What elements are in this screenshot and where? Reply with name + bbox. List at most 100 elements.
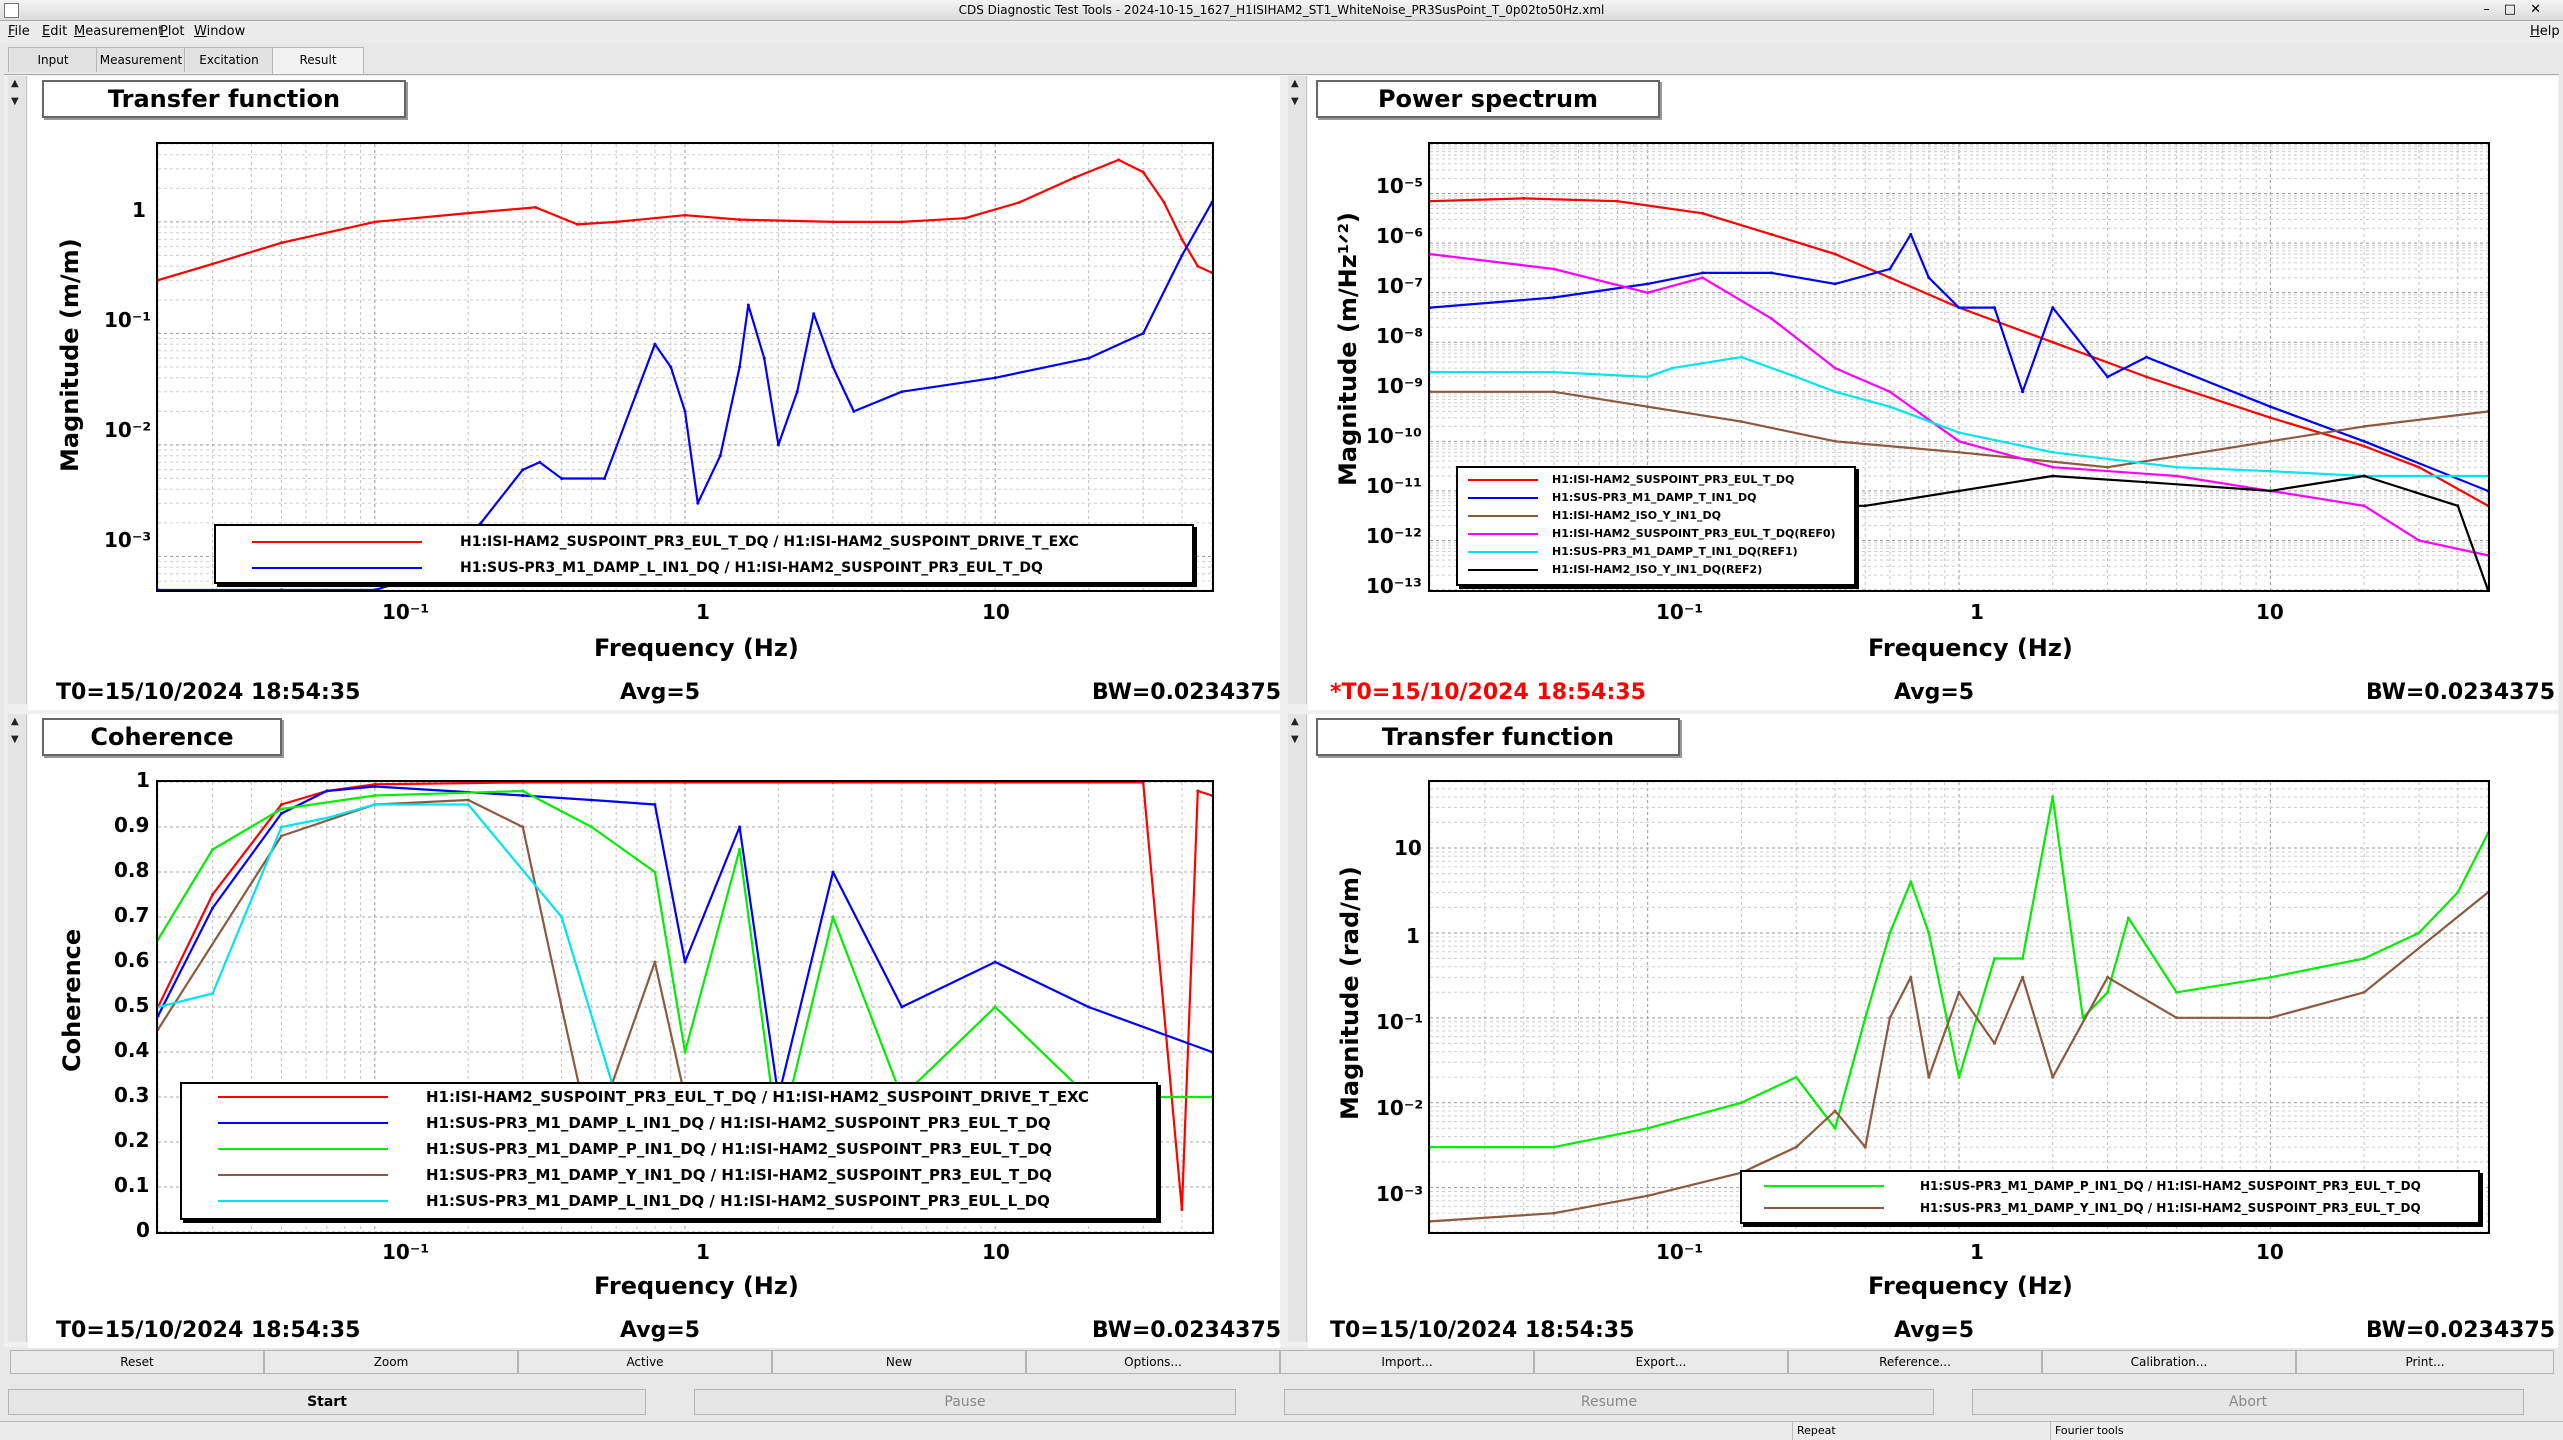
- data-point: [2126, 916, 2130, 920]
- pad0-ytick-4: 10⁻³: [104, 528, 152, 552]
- data-point: [1739, 420, 1743, 424]
- data-point: [1552, 296, 1556, 299]
- pad3-plot-frame[interactable]: [1428, 780, 2490, 1234]
- print-button[interactable]: Print...: [2296, 1350, 2554, 1374]
- data-point: [1957, 431, 1961, 435]
- data-point: [211, 893, 215, 896]
- reference-button[interactable]: Reference...: [1788, 1350, 2042, 1374]
- data-point: [1957, 450, 1961, 454]
- data-point: [2268, 489, 2272, 493]
- pad3-scrollbar[interactable]: ▲ ▼: [1288, 714, 1307, 1342]
- pad2-legend: H1:ISI-HAM2_SUSPOINT_PR3_EUL_T_DQ / H1:I…: [180, 1082, 1158, 1220]
- pad2-ytick-8: 0.3: [114, 1083, 150, 1107]
- data-point: [2362, 957, 2366, 960]
- maximize-icon[interactable]: □: [2503, 2, 2531, 17]
- scroll-down-icon[interactable]: ▼: [1291, 96, 1299, 107]
- pad0-xtick-1: 10⁻¹: [382, 600, 430, 624]
- pad2-xtick-3: 10: [982, 1240, 1010, 1264]
- scroll-down-icon[interactable]: ▼: [11, 96, 19, 107]
- data-point: [1210, 1095, 1212, 1099]
- data-point: [211, 906, 215, 910]
- calibration-button[interactable]: Calibration...: [2042, 1350, 2296, 1374]
- active-button[interactable]: Active: [518, 1350, 772, 1374]
- start-button[interactable]: Start: [8, 1389, 646, 1415]
- menu-plot[interactable]: Plot: [160, 24, 185, 39]
- data-point: [1888, 1016, 1892, 1020]
- pad1-ytick-5: 10⁻⁹: [1376, 374, 1424, 398]
- scroll-down-icon[interactable]: ▼: [1291, 734, 1299, 745]
- menu-help[interactable]: Help: [2530, 24, 2560, 39]
- new-button[interactable]: New: [772, 1350, 1026, 1374]
- data-point: [466, 798, 470, 802]
- data-point: [1833, 1126, 1837, 1130]
- options-button[interactable]: Options...: [1026, 1350, 1280, 1374]
- pad2-ytick-3: 0.8: [114, 858, 150, 882]
- data-point: [1833, 390, 1837, 394]
- data-point: [1833, 366, 1837, 370]
- data-point: [2175, 990, 2179, 994]
- data-point: [279, 241, 283, 245]
- reset-button[interactable]: Reset: [10, 1350, 264, 1374]
- pad1-avg: Avg=5: [1894, 680, 1975, 705]
- pad3-ylabel: Magnitude (rad/m): [1336, 866, 1364, 1120]
- menu-measurement[interactable]: Measurement: [74, 24, 164, 39]
- export-button[interactable]: Export...: [1534, 1350, 1788, 1374]
- data-point: [2417, 465, 2421, 469]
- data-point: [2456, 890, 2460, 894]
- pad2-scrollbar[interactable]: ▲ ▼: [8, 714, 27, 1342]
- data-point: [158, 278, 160, 282]
- pad2-ytick-4: 0.7: [114, 903, 150, 927]
- pad2-ytick-5: 0.6: [114, 948, 150, 972]
- pad2-ytick-10: 0.1: [114, 1173, 150, 1197]
- data-point: [718, 454, 722, 458]
- scroll-down-icon[interactable]: ▼: [11, 734, 19, 745]
- scroll-up-icon[interactable]: ▲: [1291, 716, 1299, 727]
- tab-input[interactable]: Input: [8, 47, 98, 72]
- pad2-ylabel: Coherence: [58, 928, 86, 1072]
- status-bar: Repeat Fourier tools: [0, 1421, 2563, 1440]
- data-point: [635, 390, 639, 394]
- data-point: [2051, 795, 2055, 799]
- resume-button[interactable]: Resume: [1284, 1389, 1934, 1415]
- data-point: [1993, 1041, 1996, 1045]
- legend-swatch-black: [1468, 569, 1538, 571]
- tab-measurement[interactable]: Measurement: [96, 47, 186, 72]
- data-point: [2051, 306, 2055, 310]
- abort-button[interactable]: Abort: [1972, 1389, 2524, 1415]
- pad3-ytick-5: 10⁻³: [1376, 1182, 1424, 1206]
- minimize-icon[interactable]: –: [2483, 2, 2504, 17]
- import-button[interactable]: Import...: [1280, 1350, 1534, 1374]
- data-point: [211, 848, 215, 851]
- tab-result[interactable]: Result: [272, 47, 364, 74]
- data-point: [534, 205, 538, 209]
- menu-edit[interactable]: Edit: [42, 24, 68, 39]
- tab-excitation[interactable]: Excitation: [184, 47, 274, 72]
- pause-button[interactable]: Pause: [694, 1389, 1236, 1415]
- data-point: [1646, 291, 1650, 295]
- pad0-ytick-3: 10⁻²: [104, 418, 152, 442]
- data-point: [2362, 474, 2366, 478]
- pad3-xtick-2: 1: [1970, 1240, 1984, 1264]
- data-point: [900, 220, 904, 224]
- pad1-scrollbar[interactable]: ▲ ▼: [1288, 76, 1307, 704]
- pad1-ytick-7: 10⁻¹¹: [1366, 474, 1422, 498]
- data-point: [1863, 1016, 1867, 1020]
- data-point: [158, 588, 160, 590]
- legend-label: H1:SUS-PR3_M1_DAMP_T_IN1_DQ(REF1): [1552, 545, 1798, 558]
- data-point: [2362, 424, 2366, 428]
- scroll-up-icon[interactable]: ▲: [11, 716, 19, 727]
- menu-window[interactable]: Window: [194, 24, 246, 39]
- data-point: [993, 1005, 997, 1009]
- pad0-scrollbar[interactable]: ▲ ▼: [8, 76, 27, 704]
- pad0-plot-frame[interactable]: [156, 142, 1214, 592]
- data-point: [521, 794, 525, 797]
- data-point: [1430, 1219, 1432, 1223]
- legend-swatch-blue: [252, 567, 422, 569]
- close-icon[interactable]: ✕: [2530, 2, 2555, 17]
- pad3-xlabel: Frequency (Hz): [1868, 1272, 2073, 1300]
- zoom-button[interactable]: Zoom: [264, 1350, 518, 1374]
- pad3-ytick-3: 10⁻¹: [1376, 1010, 1424, 1034]
- menu-file[interactable]: File: [8, 24, 30, 39]
- scroll-up-icon[interactable]: ▲: [1291, 78, 1299, 89]
- scroll-up-icon[interactable]: ▲: [11, 78, 19, 89]
